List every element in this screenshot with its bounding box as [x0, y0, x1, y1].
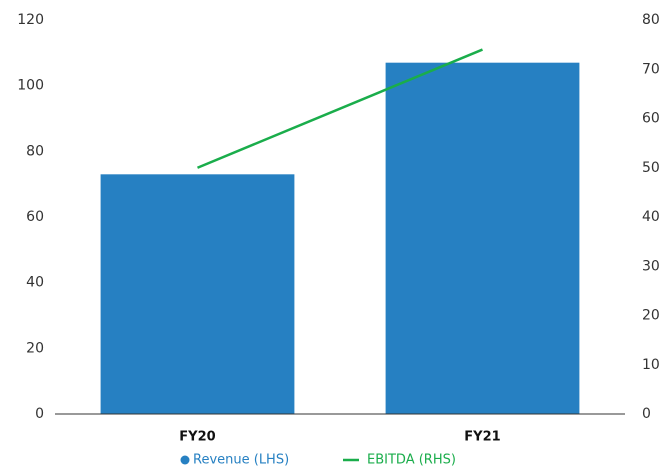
x-tick-label: FY20 [179, 430, 215, 445]
y2-tick-label: 50 [642, 160, 660, 176]
legend-label: Revenue (LHS) [193, 453, 289, 468]
y-tick-label: 80 [26, 143, 44, 159]
y2-tick-label: 10 [642, 357, 660, 373]
y2-tick-label: 0 [642, 406, 651, 422]
y-tick-label: 120 [17, 12, 44, 28]
x-tick-label: FY21 [464, 430, 500, 445]
y-tick-label: 20 [26, 340, 44, 356]
y2-tick-label: 70 [642, 61, 660, 77]
y2-tick-label: 20 [642, 308, 660, 324]
y2-tick-label: 80 [642, 12, 660, 28]
y-tick-label: 100 [17, 78, 44, 94]
y2-tick-label: 60 [642, 111, 660, 127]
y2-tick-label: 30 [642, 258, 660, 274]
bar [385, 62, 580, 414]
legend-marker [180, 455, 190, 465]
y-tick-label: 0 [35, 406, 44, 422]
legend-label: EBITDA (RHS) [367, 453, 456, 468]
bar [100, 174, 295, 414]
line [197, 48, 483, 169]
y-tick-label: 40 [26, 275, 44, 291]
y2-tick-label: 40 [642, 209, 660, 225]
y-tick-label: 60 [26, 209, 44, 225]
